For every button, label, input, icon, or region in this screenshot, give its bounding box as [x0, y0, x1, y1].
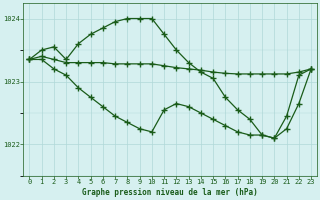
X-axis label: Graphe pression niveau de la mer (hPa): Graphe pression niveau de la mer (hPa) — [82, 188, 258, 197]
